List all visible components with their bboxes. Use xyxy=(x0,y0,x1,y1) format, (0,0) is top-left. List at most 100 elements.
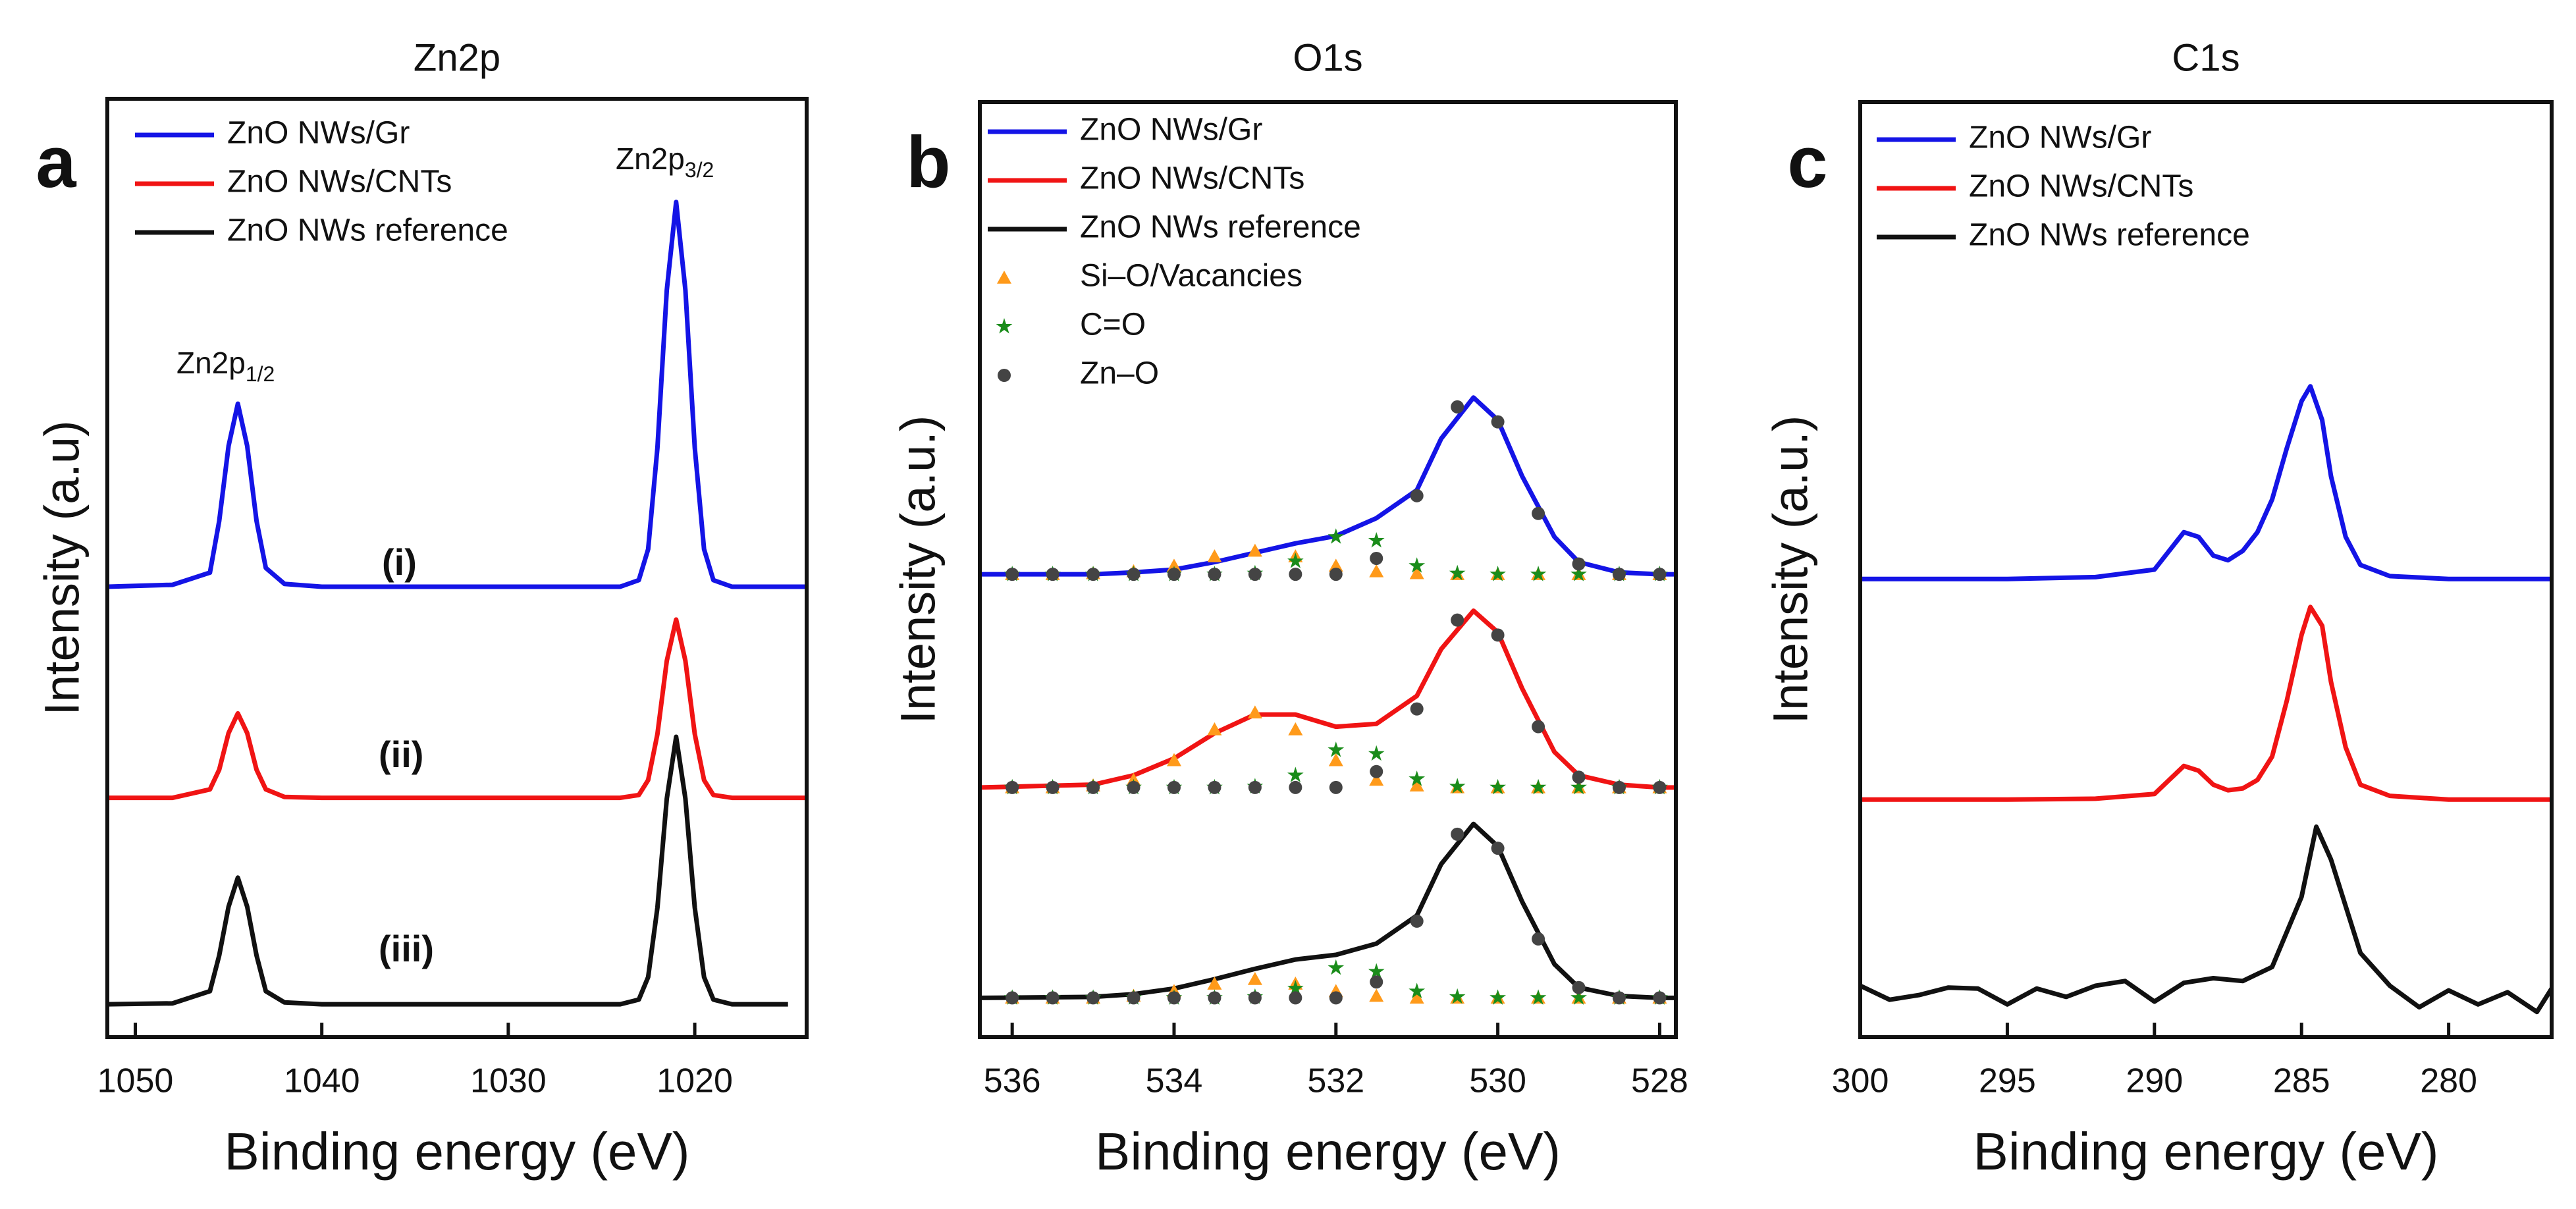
triangle-marker xyxy=(1247,971,1262,985)
triangle-marker xyxy=(1369,564,1384,578)
panel-letter: c xyxy=(1787,122,1827,203)
x-tick-label: 528 xyxy=(1631,1062,1688,1100)
dot-marker xyxy=(1208,568,1221,581)
annotation-text: Zn2p xyxy=(616,142,685,176)
dot-marker xyxy=(1572,770,1586,784)
dot-marker xyxy=(1087,568,1100,581)
x-tick-label: 300 xyxy=(1832,1062,1889,1100)
legend-label: ZnO NWs reference xyxy=(227,213,508,248)
star-marker xyxy=(1409,982,1426,998)
y-axis-label: Intensity (a.u.) xyxy=(891,416,946,724)
legend-label: ZnO NWs/Gr xyxy=(227,116,410,151)
dot-marker xyxy=(1208,991,1221,1005)
panel-letter: a xyxy=(36,122,76,203)
legend-label: Zn–O xyxy=(1080,356,1159,391)
star-marker xyxy=(1368,532,1385,548)
dot-marker xyxy=(1046,780,1060,794)
legend-label: ZnO NWs/CNTs xyxy=(1080,161,1304,196)
triangle-marker xyxy=(1328,558,1343,572)
x-tick-label: 290 xyxy=(2126,1062,2183,1100)
star-marker xyxy=(1328,528,1345,544)
star-marker xyxy=(1530,989,1547,1005)
x-tick-label: 1050 xyxy=(97,1062,174,1100)
star-marker xyxy=(1489,778,1506,795)
triangle-marker xyxy=(1328,753,1343,766)
triangle-marker xyxy=(1207,977,1222,990)
dot-marker xyxy=(1410,489,1424,502)
dot-marker xyxy=(1167,568,1181,581)
annotation-text: (i) xyxy=(382,541,417,583)
dot-marker xyxy=(1006,991,1019,1005)
triangle-marker xyxy=(1369,988,1384,1002)
x-axis-label: Binding energy (eV) xyxy=(1973,1122,2438,1181)
spectrum-line xyxy=(107,200,807,589)
x-tick-label: 1040 xyxy=(284,1062,360,1100)
dot-marker xyxy=(1370,975,1383,989)
triangle-marker xyxy=(1166,558,1181,572)
dot-marker xyxy=(1289,991,1302,1005)
dot-marker xyxy=(1612,991,1626,1005)
triangle-marker xyxy=(1166,753,1181,766)
annotation-sub: 1/2 xyxy=(246,362,275,386)
triangle-marker xyxy=(1369,772,1384,786)
y-axis-label: Intensity (a.u.) xyxy=(1763,416,1818,724)
spectrum-line xyxy=(107,617,807,801)
spectrum-line xyxy=(107,734,788,1007)
annotation-text: (iii) xyxy=(379,928,434,969)
plot-area xyxy=(980,395,1676,1005)
legend-label: C=O xyxy=(1080,308,1146,342)
dot-marker xyxy=(1127,568,1140,581)
annotation: Zn2p1/2 xyxy=(176,346,275,386)
dot-marker xyxy=(1248,991,1262,1005)
annotation-sub: 3/2 xyxy=(685,158,714,182)
x-axis-label: Binding energy (eV) xyxy=(224,1122,689,1181)
spectrum-line xyxy=(1860,384,2552,581)
dot-marker xyxy=(1572,981,1586,994)
legend-label: ZnO NWs/CNTs xyxy=(227,165,452,200)
triangle-marker xyxy=(1409,778,1424,792)
dot-marker xyxy=(1046,568,1060,581)
star-marker xyxy=(1287,980,1304,996)
dot-marker xyxy=(1612,568,1626,581)
dot-marker xyxy=(1491,842,1505,855)
dot-marker xyxy=(1370,551,1383,565)
panel-letter: b xyxy=(906,122,950,203)
dot-marker xyxy=(1127,991,1140,1005)
star-marker xyxy=(1449,988,1466,1004)
dot-marker xyxy=(1451,613,1464,627)
dot-marker xyxy=(1167,991,1181,1005)
x-tick-label: 1020 xyxy=(657,1062,733,1100)
triangle-marker xyxy=(1207,722,1222,736)
dot-marker xyxy=(1653,780,1667,794)
annotation: Zn2p3/2 xyxy=(616,142,714,182)
dot-marker xyxy=(998,369,1011,382)
legend-label: ZnO NWs reference xyxy=(1080,210,1361,245)
dot-marker xyxy=(1653,568,1667,581)
x-tick-label: 280 xyxy=(2420,1062,2477,1100)
dot-marker xyxy=(1289,780,1302,794)
dot-marker xyxy=(1087,991,1100,1005)
annotation-text: Zn2p xyxy=(176,346,246,380)
star-marker xyxy=(1449,564,1466,581)
annotation: (i) xyxy=(382,541,417,583)
dot-marker xyxy=(1006,568,1019,581)
star-marker xyxy=(1287,552,1304,568)
dot-marker xyxy=(1248,780,1262,794)
star-marker xyxy=(1368,963,1385,979)
star-marker xyxy=(1570,566,1587,581)
x-tick-label: 285 xyxy=(2273,1062,2330,1100)
star-marker xyxy=(1409,557,1426,573)
x-tick-label: 1030 xyxy=(470,1062,547,1100)
x-tick-label: 530 xyxy=(1469,1062,1526,1100)
star-marker xyxy=(1409,770,1426,786)
dot-marker xyxy=(1087,780,1100,794)
dot-marker xyxy=(1532,720,1545,734)
star-marker xyxy=(1570,989,1587,1005)
dot-marker xyxy=(1006,780,1019,794)
annotation: (iii) xyxy=(379,928,434,969)
dot-marker xyxy=(1653,991,1667,1005)
